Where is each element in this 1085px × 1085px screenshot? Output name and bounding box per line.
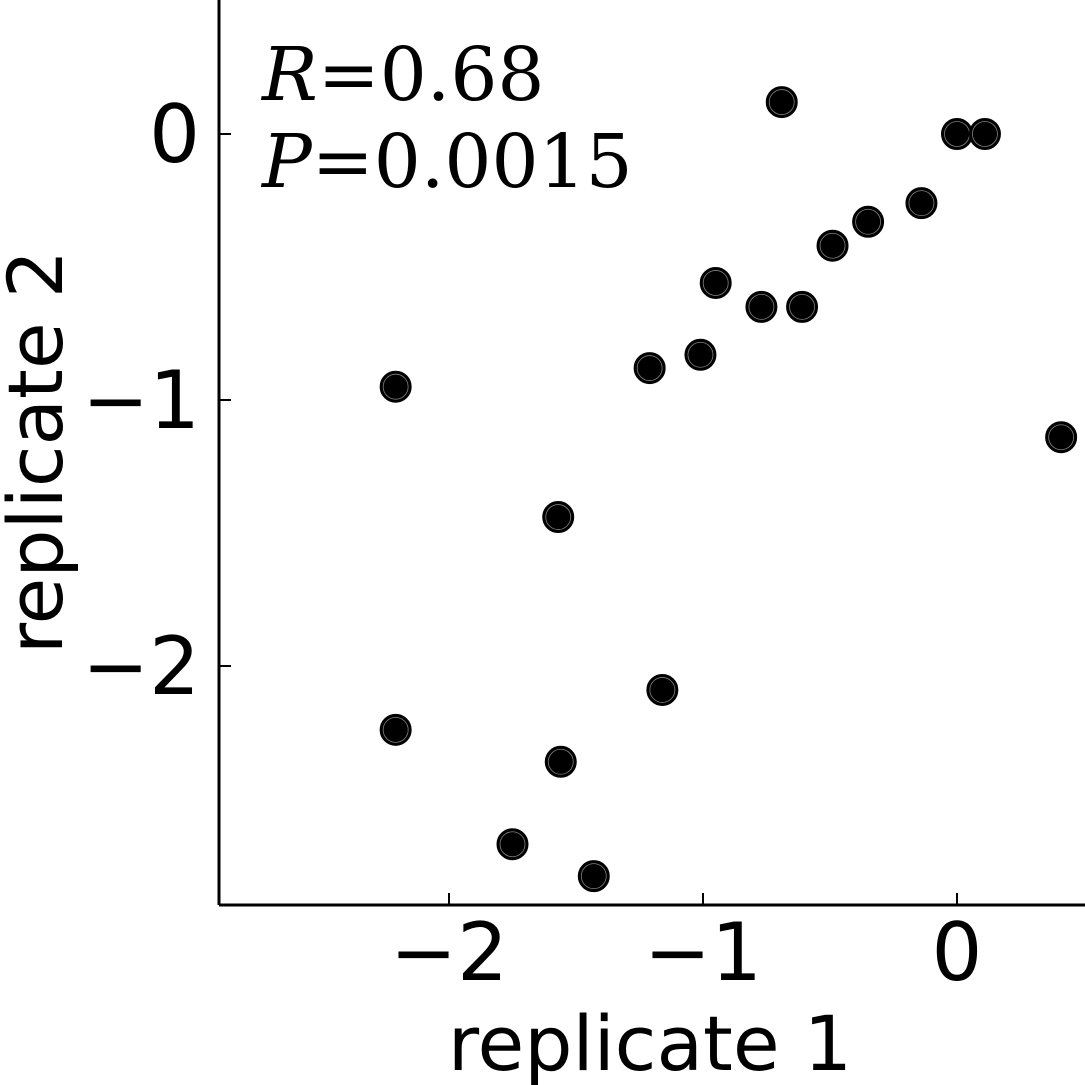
data-point-ring (636, 355, 663, 381)
data-point (633, 352, 666, 385)
data-point (786, 290, 819, 323)
data-point (745, 290, 778, 323)
y-axis-ticks: 0 −1 −2 (82, 88, 231, 713)
data-point-ring (649, 677, 676, 703)
data-point (968, 118, 1001, 150)
data-point-ring (382, 373, 409, 400)
y-tick-label: −2 (82, 620, 200, 713)
x-tick-label: −1 (644, 906, 762, 999)
data-point (646, 673, 679, 706)
p-symbol: P (260, 119, 313, 205)
data-point (544, 745, 577, 778)
data-point-ring (545, 504, 572, 530)
data-point-ring (687, 341, 714, 368)
x-axis-label: replicate 1 (448, 999, 852, 1085)
r-symbol: R (260, 32, 318, 118)
y-axis-label: replicate 2 (0, 250, 80, 654)
data-point-ring (748, 293, 775, 320)
r-annotation: R=0.68 (260, 32, 545, 118)
y-tick-label: −1 (82, 354, 200, 447)
x-axis-ticks: −2 −1 0 (390, 893, 982, 999)
data-point (496, 828, 529, 861)
data-point (816, 229, 849, 262)
data-point-ring (789, 293, 815, 320)
data-point-ring (819, 232, 846, 259)
data-point-ring (499, 831, 526, 858)
p-annotation: P=0.0015 (260, 119, 633, 205)
y-tick-label: 0 (149, 88, 200, 181)
data-point (699, 266, 732, 299)
data-point (379, 713, 412, 746)
data-point (905, 187, 938, 220)
data-point (941, 118, 973, 150)
data-point (577, 860, 610, 893)
data-point (765, 86, 798, 119)
x-tick-label: −2 (390, 906, 508, 999)
data-point-ring (580, 863, 607, 890)
data-point (1045, 421, 1078, 454)
data-point-ring (702, 270, 729, 296)
data-point-ring (768, 89, 795, 115)
data-point (684, 338, 717, 371)
data-point-ring (855, 208, 881, 235)
data-point-ring (1048, 424, 1075, 451)
data-point-ring (972, 121, 998, 147)
data-point-ring (547, 748, 574, 775)
data-point-ring (382, 716, 409, 743)
p-value: =0.0015 (312, 119, 633, 205)
data-point (379, 370, 412, 403)
data-point (542, 501, 575, 534)
r-value: =0.68 (318, 32, 545, 118)
data-point-ring (908, 190, 935, 217)
data-points (379, 86, 1078, 893)
data-point (852, 205, 885, 238)
x-tick-label: 0 (932, 906, 983, 999)
